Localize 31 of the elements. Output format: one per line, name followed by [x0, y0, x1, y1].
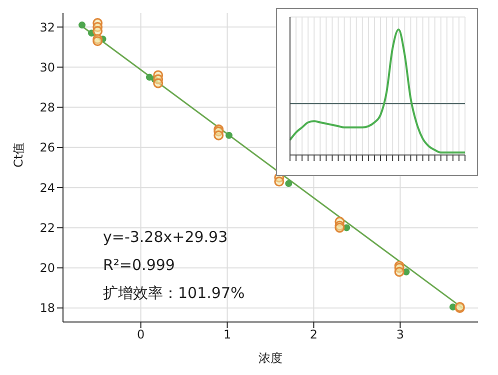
x-axis-title: 浓度: [258, 351, 282, 365]
point: [88, 30, 96, 37]
y-tick-label: 30: [40, 60, 55, 74]
y-tick-label: 20: [40, 261, 55, 276]
point: [402, 268, 410, 276]
y-tick-label: 28: [40, 100, 55, 115]
point: [394, 266, 404, 277]
point: [226, 132, 232, 139]
y-tick-label: 18: [40, 301, 55, 316]
point: [92, 26, 103, 36]
point: [151, 76, 158, 83]
y-tick-label: 22: [40, 220, 55, 235]
annotation: y=-3.28x+29.93: [103, 228, 228, 246]
y-axis-title: Ct值: [11, 142, 26, 168]
y-tick-label: 32: [40, 20, 55, 34]
x-tick-label: 2: [310, 328, 318, 342]
x-tick-label: 1: [223, 328, 232, 342]
annotation: 扩增效率：101.97%: [103, 284, 245, 303]
point: [153, 78, 164, 88]
point: [343, 224, 350, 232]
point: [99, 36, 106, 43]
point: [274, 176, 284, 187]
x-tick-label: 0: [136, 328, 145, 342]
x-tick-label: 3: [396, 328, 404, 342]
point: [78, 22, 86, 29]
point: [449, 303, 456, 310]
y-tick-label: 24: [40, 180, 55, 195]
point: [285, 180, 292, 188]
annotation: R²=0.999: [103, 256, 175, 274]
y-tick-label: 26: [40, 140, 55, 155]
point: [214, 130, 224, 140]
